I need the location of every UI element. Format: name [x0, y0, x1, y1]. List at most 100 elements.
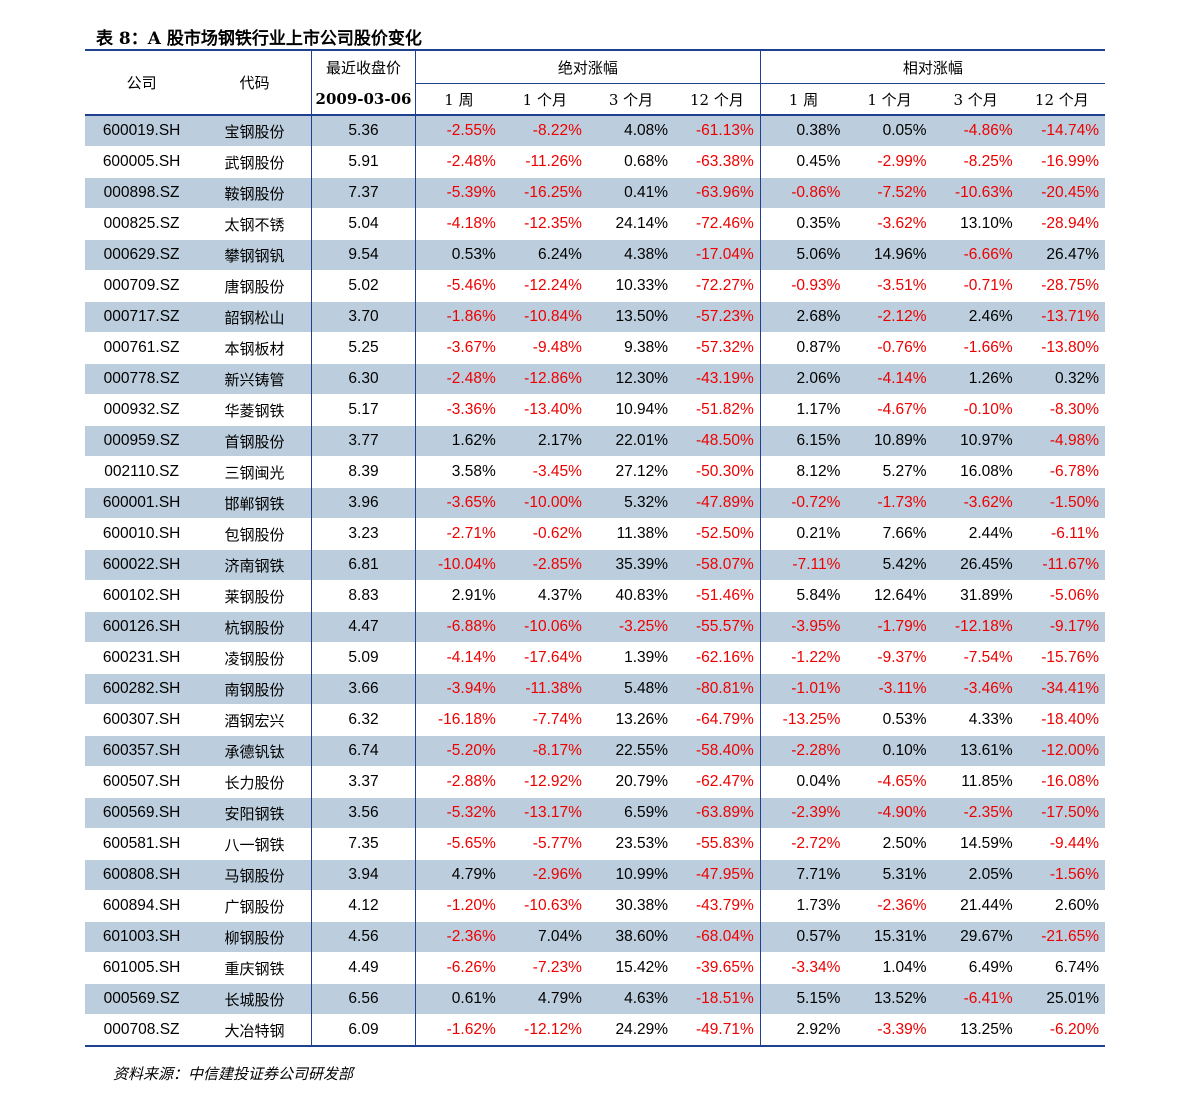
abs-12m-cell: -55.83%	[696, 835, 754, 852]
rel-12m-cell: -5.06%	[1049, 587, 1099, 604]
abs-1m-cell: 4.37%	[537, 587, 582, 604]
abs-1m-cell: 4.79%	[501, 983, 588, 1015]
stock-table-container: 公司 代码 最近收盘价 绝对涨幅 相对涨幅 2009-03-06 1 周 1 个…	[85, 49, 1105, 1047]
close-price-cell: 6.81	[310, 549, 416, 581]
abs-12m-cell: -39.65%	[696, 959, 754, 976]
rel-1w-cell: 0.45%	[759, 146, 847, 178]
rel-1m-cell: -9.37%	[877, 649, 927, 666]
stock-code-cell: 600507.SH	[102, 773, 181, 790]
rel-1m-cell: 12.64%	[873, 587, 927, 604]
abs-1w-cell: -2.48%	[415, 146, 502, 178]
close-price-cell: 7.37	[310, 177, 416, 209]
rel-1m-cell: 5.27%	[882, 463, 927, 480]
stock-code-cell: 000629.SZ	[85, 239, 199, 271]
header-relative-change: 相对涨幅	[759, 50, 1105, 84]
company-name-cell: 杭钢股份	[198, 611, 312, 643]
rel-1m-cell: -3.39%	[877, 1021, 927, 1038]
rel-3m-cell: 10.97%	[932, 425, 1019, 457]
stock-code-cell: 000569.SZ	[85, 983, 199, 1015]
rel-1m-cell: 5.42%	[846, 549, 933, 581]
abs-1m-cell: -12.86%	[501, 363, 588, 395]
rel-3m-cell: 11.85%	[961, 773, 1013, 790]
abs-1m-cell: 6.24%	[501, 239, 588, 271]
company-name-cell: 广钢股份	[224, 897, 285, 916]
abs-1m-cell: -0.62%	[532, 525, 582, 542]
abs-1w-cell: -1.62%	[415, 1014, 502, 1046]
header-price-date: 2009-03-06	[310, 83, 416, 115]
rel-12m-cell: 25.01%	[1018, 983, 1105, 1015]
abs-3m-cell: 9.38%	[624, 339, 669, 356]
abs-1w-cell: -5.46%	[415, 270, 502, 302]
rel-1w-cell: -3.34%	[759, 952, 847, 984]
abs-1m-cell: -11.26%	[525, 153, 582, 170]
abs-1w-cell: -1.20%	[415, 890, 502, 922]
rel-1m-cell: -7.52%	[846, 177, 933, 209]
header-abs-3m: 3 个月	[608, 90, 654, 109]
abs-12m-cell: -57.23%	[674, 301, 761, 333]
abs-1w-cell: -1.86%	[415, 301, 502, 333]
abs-1m-cell: -10.63%	[524, 897, 582, 914]
abs-3m-cell: 22.55%	[587, 735, 675, 767]
rel-1m-cell: 0.53%	[882, 711, 927, 728]
header-rel-1m: 1 个月	[867, 90, 912, 109]
close-price-cell: 6.30	[310, 363, 416, 395]
stock-code-cell: 600307.SH	[102, 711, 181, 728]
close-price-cell: 8.39	[310, 456, 416, 488]
rel-1m-cell: 15.31%	[846, 921, 933, 953]
abs-12m-cell: -63.38%	[696, 153, 754, 170]
abs-12m-cell: -51.46%	[696, 587, 754, 604]
rel-3m-cell: 2.44%	[968, 525, 1013, 542]
company-name-cell: 马钢股份	[198, 859, 312, 891]
company-name-cell: 凌钢股份	[224, 649, 285, 668]
stock-code-cell: 600001.SH	[85, 487, 199, 519]
table-row: 600231.SH 凌钢股份 5.09 -4.14% -17.64% 1.39% -62.1…	[85, 642, 1105, 674]
rel-12m-cell: -4.98%	[1018, 425, 1105, 457]
rel-1w-cell: 0.04%	[759, 766, 847, 798]
stock-code-cell: 600894.SH	[102, 897, 181, 914]
abs-1m-cell: -13.17%	[501, 797, 588, 829]
rel-3m-cell: 2.05%	[932, 859, 1019, 891]
close-price-cell: 3.94	[310, 859, 416, 891]
table-row: 600010.SH 包钢股份 3.23 -2.71% -0.62% 11.38% -52.5…	[85, 518, 1105, 550]
abs-1m-cell: -8.17%	[501, 735, 588, 767]
stock-code-cell: 000778.SZ	[85, 363, 199, 395]
abs-3m-cell: 35.39%	[587, 549, 675, 581]
rel-1w-cell: 5.06%	[759, 239, 847, 271]
stock-code-cell: 600357.SH	[85, 735, 199, 767]
abs-1w-cell: 0.53%	[415, 239, 502, 271]
rel-1m-cell: -3.11%	[846, 673, 933, 705]
abs-12m-cell: -50.30%	[696, 463, 754, 480]
rel-1m-cell: 0.05%	[846, 115, 933, 147]
abs-3m-cell: 5.32%	[587, 487, 675, 519]
abs-12m-cell: -58.40%	[674, 735, 761, 767]
rel-1m-cell: -1.73%	[846, 487, 933, 519]
abs-1w-cell: -2.88%	[415, 766, 502, 798]
stock-code-cell: 600022.SH	[85, 549, 199, 581]
rel-12m-cell: -20.45%	[1018, 177, 1105, 209]
abs-12m-cell: -63.89%	[674, 797, 761, 829]
abs-1m-cell: -16.25%	[501, 177, 588, 209]
rel-12m-cell: -8.30%	[1049, 401, 1099, 418]
abs-1w-cell: -3.36%	[415, 394, 502, 426]
company-name-cell: 安阳钢铁	[198, 797, 312, 829]
stock-code-cell: 600569.SH	[85, 797, 199, 829]
table-row: 002110.SZ 三钢闽光 8.39 3.58% -3.45% 27.12% -50.30…	[85, 456, 1105, 488]
abs-3m-cell: 20.79%	[615, 773, 669, 790]
table-row: 600307.SH 酒钢宏兴 6.32 -16.18% -7.74% 13.26% -64.…	[85, 704, 1105, 736]
rel-12m-cell: -16.99%	[1041, 153, 1099, 170]
rel-3m-cell: 14.59%	[960, 835, 1013, 852]
abs-1w-cell: -5.32%	[415, 797, 502, 829]
close-price-cell: 4.12	[310, 890, 416, 922]
close-price-cell: 5.17	[310, 394, 416, 426]
table-row: 600808.SH 马钢股份 3.94 4.79% -2.96% 10.99% -47.95…	[85, 859, 1105, 891]
company-name-cell: 济南钢铁	[198, 549, 312, 581]
rel-1m-cell: 5.31%	[846, 859, 933, 891]
abs-12m-cell: -61.13%	[674, 115, 761, 147]
stock-code-cell: 600282.SH	[85, 673, 199, 705]
table-row: 600001.SH 邯郸钢铁 3.96 -3.65% -10.00% 5.32% -47.8…	[85, 487, 1105, 519]
abs-12m-cell: -62.16%	[696, 649, 754, 666]
abs-1w-cell: -2.36%	[415, 921, 502, 953]
table-body: 600019.SH 宝钢股份 5.36 -2.55% -8.22% 4.08% -61.13…	[85, 115, 1105, 1046]
stock-code-cell: 601003.SH	[85, 921, 199, 953]
stock-code-cell: 600102.SH	[102, 587, 181, 604]
